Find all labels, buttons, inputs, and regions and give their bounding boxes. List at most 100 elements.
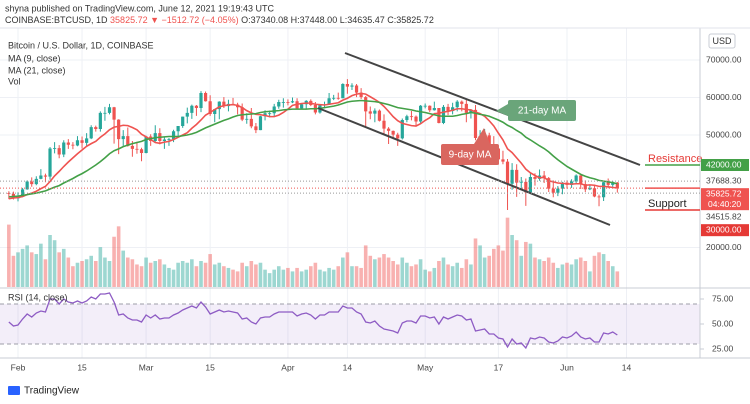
y-tick-label: 70000.00 <box>706 54 742 64</box>
volume-bar <box>20 248 25 287</box>
volume-bar <box>304 269 309 287</box>
candle-body <box>533 177 537 179</box>
volume-bar <box>39 243 43 287</box>
x-tick-label: 17 <box>494 362 504 372</box>
published: shyna published on TradingView.com, June… <box>5 3 275 13</box>
volume-bar <box>295 267 299 287</box>
candle-body <box>112 107 116 120</box>
candle-body <box>354 85 359 93</box>
candle-body <box>547 178 551 189</box>
candle-body <box>98 112 102 129</box>
volume-bar <box>331 269 336 287</box>
candle-body <box>460 101 464 104</box>
price-tag <box>701 188 749 211</box>
volume-bar <box>309 266 313 287</box>
volume-bar <box>368 255 373 287</box>
countdown: 04:40:20 <box>708 199 741 209</box>
volume-bar <box>107 261 112 287</box>
candle-body <box>405 116 409 120</box>
candle-body <box>30 181 34 185</box>
y-tick-label: 50000.00 <box>706 129 742 139</box>
volume-bar <box>510 235 514 287</box>
volume-bar <box>469 264 473 287</box>
price-tag-label: 37688.30 <box>706 175 742 185</box>
candle-body <box>126 136 130 146</box>
volume-bar <box>405 262 409 287</box>
candle-body <box>208 101 212 114</box>
price-tag-label: 35825.72 <box>706 188 742 198</box>
annotation: Resistance <box>648 153 702 165</box>
candle-body <box>519 181 523 183</box>
candle-body <box>85 138 89 143</box>
volume-bar <box>533 257 537 287</box>
rsi-band <box>0 304 700 344</box>
volume-bar <box>459 267 464 287</box>
candle-body <box>327 98 331 105</box>
candle-body <box>611 182 615 185</box>
candle-body <box>300 104 304 109</box>
candle-body <box>39 175 43 179</box>
candle-body <box>181 116 185 126</box>
candle-body <box>107 107 112 113</box>
ohlc: L:34635.47 <box>340 15 385 25</box>
candle-body <box>203 93 208 102</box>
volume-bar <box>464 259 469 287</box>
volume-bar <box>395 264 400 287</box>
volume-bar <box>235 271 240 287</box>
volume-bar <box>496 245 501 287</box>
volume-bar <box>217 262 222 287</box>
candle-body <box>574 175 578 182</box>
candle-body <box>176 126 180 132</box>
candle-body <box>345 84 349 87</box>
candle-body <box>103 112 107 114</box>
volume-bar <box>121 250 126 287</box>
candle-body <box>359 92 363 98</box>
volume-bar <box>409 266 414 287</box>
volume-bar <box>373 259 377 287</box>
volume-bar <box>52 240 57 287</box>
volume-bar <box>524 241 528 287</box>
volume-bar <box>80 261 84 287</box>
candle-body <box>213 109 217 114</box>
volume-bar <box>185 262 190 287</box>
candle-body <box>281 102 285 103</box>
volume-bar <box>276 266 281 287</box>
volume-bar <box>290 271 295 287</box>
candle-body <box>277 102 281 107</box>
volume-bar <box>258 262 263 287</box>
currency[interactable]: USD <box>712 36 732 46</box>
volume-bar <box>363 245 368 287</box>
volume-bar <box>482 257 487 287</box>
legend: MA (21, close) <box>8 65 66 75</box>
volume-bar <box>519 255 524 287</box>
volume-bar <box>75 262 80 287</box>
volume-bar <box>180 261 185 287</box>
candle-body <box>162 139 166 141</box>
candle-body <box>336 97 340 99</box>
volume-bar <box>546 257 551 287</box>
volume-bar <box>560 264 565 287</box>
candle-body <box>332 97 336 99</box>
volume-bar <box>208 254 212 287</box>
volume-bar <box>446 264 450 287</box>
volume-bar <box>569 264 574 287</box>
x-tick-label: Jun <box>560 362 574 372</box>
volume-bar <box>492 248 496 287</box>
volume-bar <box>116 226 121 287</box>
volume-bar <box>272 269 276 287</box>
candle-body <box>75 140 80 146</box>
candle-body <box>583 184 587 190</box>
volume-bar <box>16 252 20 287</box>
candle-body <box>396 134 400 139</box>
currency-button[interactable] <box>708 33 736 49</box>
volume-bar <box>551 262 556 287</box>
candle-body <box>364 97 368 112</box>
last-price: 35825.72 <box>110 15 148 25</box>
ohlc: H:37448.00 <box>291 15 338 25</box>
candle-body <box>254 126 258 131</box>
candle-body <box>551 188 555 193</box>
candle-body <box>451 107 455 111</box>
candle-body <box>121 136 125 140</box>
volume-bar <box>254 264 258 287</box>
volume-bar <box>199 261 203 287</box>
